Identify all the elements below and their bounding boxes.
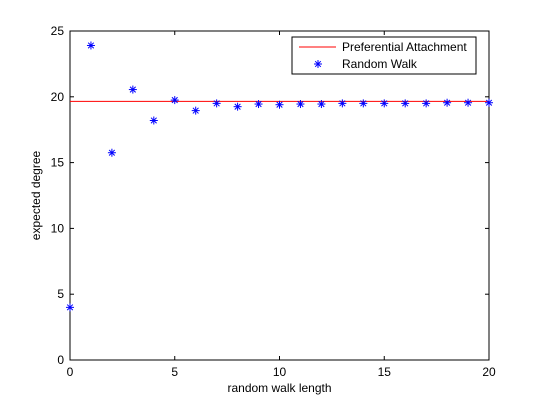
data-point-random-walk <box>401 99 410 108</box>
y-tick-label: 5 <box>57 287 64 301</box>
series-layer <box>66 41 493 312</box>
y-tick-label: 0 <box>57 353 64 367</box>
data-point-random-walk <box>317 100 326 109</box>
legend-swatch-random-walk <box>314 60 322 68</box>
x-tick-label: 5 <box>171 365 178 379</box>
data-point-random-walk <box>485 98 493 107</box>
data-point-random-walk <box>296 100 305 109</box>
ticks: 0 5 10 15 20 0 5 10 15 20 25 <box>51 24 496 379</box>
y-tick-label: 25 <box>51 24 65 38</box>
y-tick-label: 15 <box>51 156 65 170</box>
legend-label-random-walk: Random Walk <box>342 57 418 71</box>
data-point-random-walk <box>359 99 368 108</box>
data-point-random-walk <box>107 148 116 157</box>
data-point-random-walk <box>275 100 284 109</box>
legend-label-preferential-attachment: Preferential Attachment <box>342 40 467 54</box>
x-tick-label: 20 <box>482 365 496 379</box>
data-point-random-walk <box>254 100 263 109</box>
data-point-random-walk <box>212 99 221 108</box>
data-point-random-walk <box>464 98 473 107</box>
y-tick-label: 20 <box>51 90 65 104</box>
data-point-random-walk <box>233 102 242 111</box>
data-point-random-walk <box>66 303 74 312</box>
y-tick-label: 10 <box>51 221 65 235</box>
legend-box <box>291 36 477 75</box>
data-point-random-walk <box>128 85 137 94</box>
x-tick-label: 0 <box>67 365 74 379</box>
x-tick-label: 15 <box>378 365 392 379</box>
x-axis-label: random walk length <box>227 381 331 395</box>
data-point-random-walk <box>443 98 452 107</box>
legend: Preferential Attachment Random Walk <box>291 36 477 75</box>
y-axis-label: expected degree <box>29 150 43 240</box>
data-point-random-walk <box>191 106 200 115</box>
data-point-random-walk <box>380 99 389 108</box>
data-point-random-walk <box>86 41 95 50</box>
x-tick-label: 10 <box>273 365 287 379</box>
legend-marker-random-walk <box>314 60 322 68</box>
data-point-random-walk <box>422 99 431 108</box>
plot-area <box>69 30 490 361</box>
data-point-random-walk <box>170 96 179 105</box>
data-point-random-walk <box>149 116 158 125</box>
data-point-random-walk <box>338 99 347 108</box>
